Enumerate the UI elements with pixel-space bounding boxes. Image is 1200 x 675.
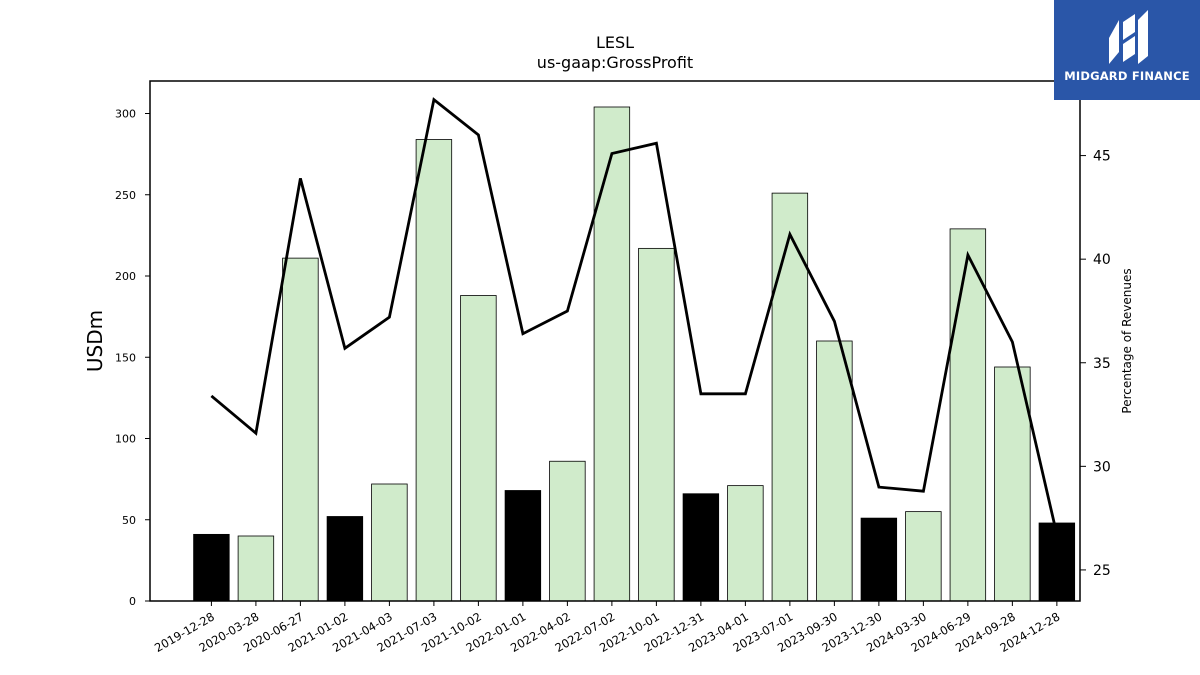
bars-group xyxy=(193,106,1076,602)
bar xyxy=(994,366,1031,602)
bar xyxy=(593,106,631,602)
y-tick-label: 150 xyxy=(115,351,136,364)
bar xyxy=(504,490,542,602)
bar xyxy=(727,485,764,602)
chart-subtitle: us-gaap:GrossProfit xyxy=(537,53,693,72)
bar xyxy=(460,295,497,602)
y-tick-label: 200 xyxy=(115,270,136,283)
bar xyxy=(371,483,408,602)
y-tick-label: 250 xyxy=(115,189,136,202)
bar xyxy=(1038,522,1076,602)
bar xyxy=(816,340,853,602)
line-group xyxy=(210,97,1059,536)
chart-title: LESL xyxy=(596,33,634,52)
y2-tick-label: 45 xyxy=(1093,149,1111,165)
bar xyxy=(415,139,453,602)
y2-tick-label: 30 xyxy=(1093,459,1111,475)
y-tick-label: 50 xyxy=(122,514,136,527)
bar xyxy=(549,460,586,602)
y2-tick-label: 25 xyxy=(1093,563,1111,579)
bar xyxy=(638,247,675,602)
y-tick-label: 100 xyxy=(115,433,136,446)
bar xyxy=(771,192,809,602)
y-tick-label: 0 xyxy=(129,595,136,608)
bar xyxy=(282,257,319,602)
bar xyxy=(905,511,942,602)
y2-tick-label: 40 xyxy=(1093,252,1111,268)
bar xyxy=(193,533,230,602)
logo-mark-icon xyxy=(1109,10,1148,64)
y2-tick-label: 35 xyxy=(1093,356,1111,372)
y-tick-label: 300 xyxy=(115,108,136,121)
y-axis-label: USDm xyxy=(83,310,107,372)
bar xyxy=(682,493,720,602)
series-line xyxy=(210,97,1059,536)
logo-text: MIDGARD FINANCE xyxy=(1064,69,1190,83)
brand-logo: MIDGARD FINANCE xyxy=(1054,0,1200,100)
bar xyxy=(326,516,364,602)
bar xyxy=(860,517,898,602)
bar xyxy=(237,535,275,602)
bar xyxy=(949,228,987,602)
plot-frame xyxy=(149,80,1081,602)
y2-axis-label: Percentage of Revenues xyxy=(1120,268,1134,413)
